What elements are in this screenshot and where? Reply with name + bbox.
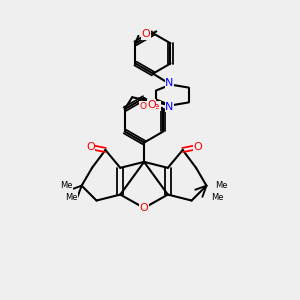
Text: O: O: [147, 100, 156, 110]
Text: Me: Me: [60, 181, 73, 190]
Text: O: O: [140, 203, 148, 213]
Text: N: N: [165, 102, 173, 112]
Text: Me: Me: [65, 193, 77, 202]
Text: N: N: [165, 78, 173, 88]
Text: O: O: [142, 29, 150, 39]
Text: OMe: OMe: [140, 102, 160, 111]
Text: O: O: [86, 142, 95, 152]
Text: Me: Me: [211, 193, 224, 202]
Text: O: O: [193, 142, 202, 152]
Text: Me: Me: [215, 181, 228, 190]
